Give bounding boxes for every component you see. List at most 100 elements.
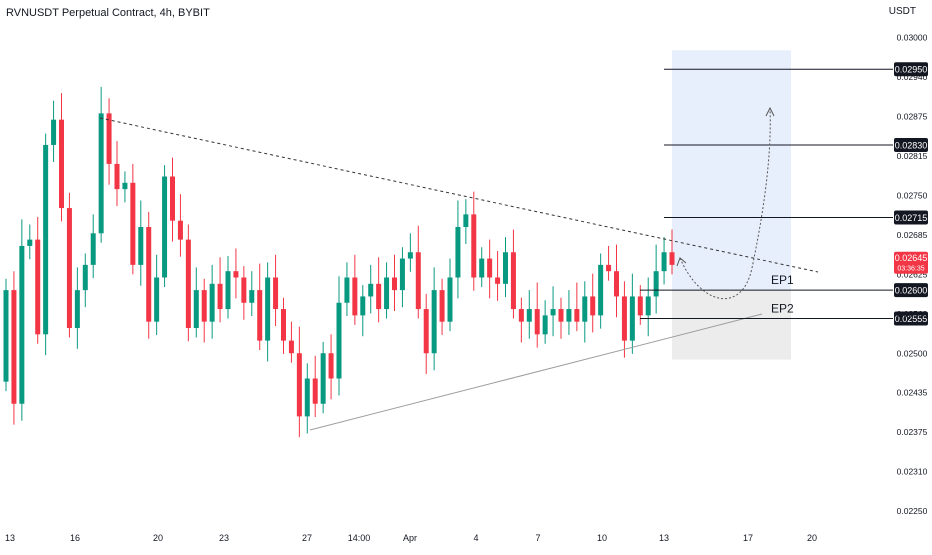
candle-body [637,296,643,316]
y-tick-label: 0.03000 [897,33,928,43]
candle-body [304,378,310,417]
candle-body [392,277,397,291]
level-label: 0.02715 [895,213,928,223]
y-tick-label: 0.02310 [897,467,928,477]
current-price-tag [894,251,928,274]
candle-body [344,277,350,303]
level-label-bg [894,210,928,225]
y-tick-label: 0.02435 [897,388,928,398]
y-tick-label: 0.02250 [897,506,928,516]
annotation-ep2: EP2 [771,302,794,316]
level-label-bg [894,311,928,326]
x-tick-label: 7 [535,533,540,543]
candle-body [106,113,112,164]
candle-body [534,309,540,335]
candle-body [43,144,49,335]
candle-body [217,283,223,310]
target-zone [672,50,791,291]
candle-body [59,119,64,209]
candle-body [154,277,160,322]
projection-arrowhead-top [765,106,775,117]
candle-body [328,353,334,379]
level-label: 0.02830 [895,140,928,150]
candle-body [193,290,199,328]
candle-body [265,277,271,341]
candle-body [138,227,144,265]
x-tick-label: 20 [153,533,163,543]
candle-body [51,119,57,145]
x-tick-label: 16 [70,533,80,543]
candle-body [177,220,183,240]
candle-body [598,264,604,316]
y-tick-label: 0.02560 [897,309,928,319]
candle-body [423,309,429,354]
candle-body [336,302,342,379]
level-label: 0.02555 [895,314,928,324]
candle-body [495,277,501,284]
y-tick-label: 0.02815 [897,151,928,161]
candle-body [542,315,548,335]
candle-body [233,271,239,278]
ascending-trendline [309,313,763,431]
candle-body [376,283,382,310]
candle-body [162,176,168,278]
candle-body [82,264,88,291]
candle-body [653,271,659,297]
x-tick-label: Apr [403,533,417,543]
y-tick-label: 0.02500 [897,348,928,358]
candle-body [288,340,294,354]
candle-body [455,227,461,278]
candle-body [384,277,390,310]
current-price-countdown: 03:36:35 [897,266,924,273]
candle-body [526,309,532,322]
candle-body [510,252,516,310]
candle-body [273,277,279,310]
candle-body [66,208,72,328]
candle-body [209,283,215,322]
y-tick-label: 0.02375 [897,427,928,437]
candle-body [225,271,231,310]
candle-body [170,176,175,221]
candle-body [399,258,405,291]
candle-body [11,290,17,404]
x-tick-label: 13 [659,533,669,543]
candle-body [360,296,366,316]
candle-body [645,296,651,316]
candle-body [146,227,152,322]
candle-body [463,214,469,227]
candle-body [257,290,263,341]
candle-body [281,309,286,341]
candle-body [661,252,667,272]
y-tick-label: 0.02940 [897,72,928,82]
candle-body [606,264,612,272]
candle-body [621,296,627,341]
candle-body [98,113,104,234]
candle-body [352,277,358,316]
projection-arrowhead-bottom [676,257,687,267]
projection-curve [679,107,771,300]
candle-body [185,239,191,328]
y-tick-label: 0.02685 [897,230,928,240]
candle-body [471,214,477,278]
candle-body [130,182,136,265]
level-label-bg [894,283,928,298]
candle-body [431,290,437,354]
x-tick-label: 27 [302,533,312,543]
candle-body [558,309,564,322]
x-tick-label: 20 [807,533,817,543]
x-tick-label: 13 [5,533,15,543]
x-tick-label: 17 [743,533,753,543]
candle-body [74,290,80,328]
level-label: 0.02950 [895,65,928,75]
candle-body [574,309,580,322]
x-tick-label: 14:00 [348,533,371,543]
candle-body [447,277,453,322]
candle-body [415,252,421,310]
y-tick-label: 0.02875 [897,112,928,122]
candle-body [629,296,635,341]
candle-body [503,252,508,284]
candle-body [241,277,247,303]
y-tick-label: 0.02750 [897,190,928,200]
candle-body [407,252,413,259]
